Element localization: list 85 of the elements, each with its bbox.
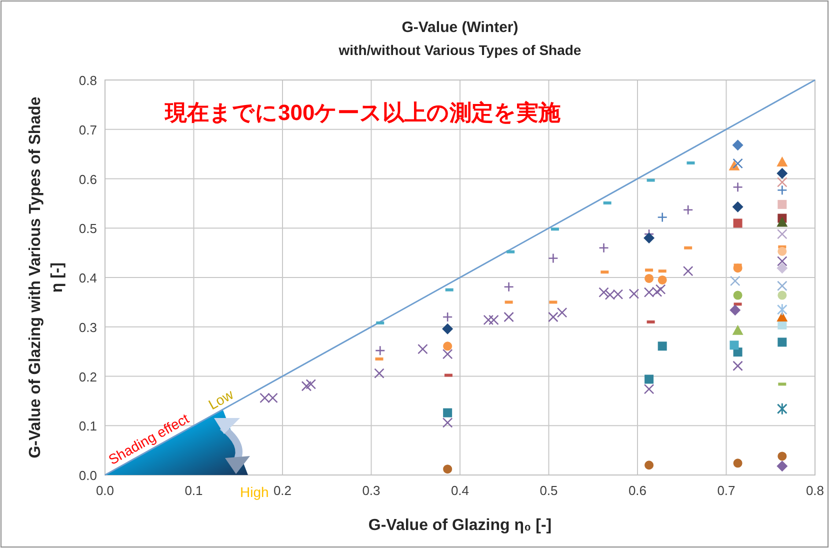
point: [442, 348, 453, 360]
point: [732, 360, 743, 372]
y-tick-label: 0.8: [78, 73, 97, 88]
point: [730, 304, 741, 316]
point: [644, 232, 655, 244]
point: [658, 275, 667, 284]
x-tick-label: 0.2: [273, 483, 292, 498]
y-tick-label: 0.7: [78, 122, 97, 138]
point: [733, 290, 742, 300]
point: [732, 201, 744, 212]
point: [778, 290, 787, 300]
x-axis-title: G-Value of Glazing η₀ [-]: [368, 517, 552, 534]
point: [778, 200, 787, 209]
point: [556, 307, 568, 318]
point: [682, 204, 694, 216]
annotation: Low: [206, 386, 237, 413]
point: [442, 418, 453, 428]
point: [777, 177, 788, 188]
point: [483, 314, 494, 326]
text: High: [240, 484, 269, 500]
point: [777, 256, 788, 266]
point: [777, 228, 788, 240]
point: [598, 287, 609, 298]
point: [732, 158, 743, 169]
y-tick-label: 0.4: [78, 270, 97, 286]
point: [644, 274, 654, 283]
point: [777, 184, 788, 196]
point: [443, 342, 452, 351]
point: [374, 368, 384, 378]
point: [644, 460, 654, 470]
point: [658, 342, 667, 351]
point: [548, 312, 558, 322]
point: [644, 374, 654, 384]
point: [776, 303, 788, 316]
point: [374, 345, 386, 356]
point: [776, 402, 788, 416]
point: [442, 323, 454, 334]
y-tick-label: 0.3: [78, 320, 97, 335]
x-tick-label: 0.3: [362, 483, 380, 498]
point: [644, 384, 654, 394]
x-tick-label: 0.7: [717, 483, 736, 498]
point: [776, 312, 788, 322]
chart-title: G-Value (Winter): [402, 19, 518, 36]
point: [778, 338, 787, 347]
y-tick-label: 0.5: [78, 221, 97, 236]
x-tick-label: 0.4: [450, 483, 470, 498]
point: [443, 408, 452, 418]
y-tick-label: 0.1: [78, 418, 97, 434]
y-tick-label: 0.0: [78, 468, 97, 483]
point: [504, 312, 514, 322]
point: [306, 379, 316, 390]
y-axis-title: G-Value of Glazing with Various Types of Shade η [-]: [27, 96, 66, 458]
point: [776, 216, 788, 227]
x-tick-label: 0.5: [540, 483, 558, 498]
point: [778, 452, 787, 461]
point: [657, 212, 668, 222]
point: [418, 344, 428, 354]
point: [442, 312, 453, 322]
point: [776, 156, 788, 166]
point: [732, 140, 744, 151]
point: [488, 314, 499, 326]
point: [301, 380, 312, 392]
x-tick-label: 0.0: [96, 483, 114, 498]
point: [732, 324, 744, 335]
point: [776, 460, 788, 472]
point: [682, 266, 694, 276]
x-tick-label: 0.8: [806, 483, 824, 498]
annotation: 現在までに300ケース以上の測定を実施: [164, 100, 561, 125]
point: [655, 284, 666, 294]
point: [730, 276, 740, 286]
point: [628, 288, 640, 299]
point: [730, 340, 739, 350]
point: [776, 262, 788, 274]
x-tick-label: 0.1: [184, 483, 203, 498]
point: [776, 168, 788, 179]
x-tick-label: 0.6: [628, 483, 647, 498]
point: [733, 264, 742, 273]
point: [733, 218, 742, 228]
point: [777, 280, 788, 292]
y-tick-label: 0.6: [78, 172, 97, 187]
point: [778, 246, 787, 256]
point: [443, 464, 452, 474]
y-tick-label: 0.2: [78, 369, 97, 384]
point: [733, 458, 742, 468]
chart-subtitle: with/without Various Types of Shade: [338, 42, 582, 58]
